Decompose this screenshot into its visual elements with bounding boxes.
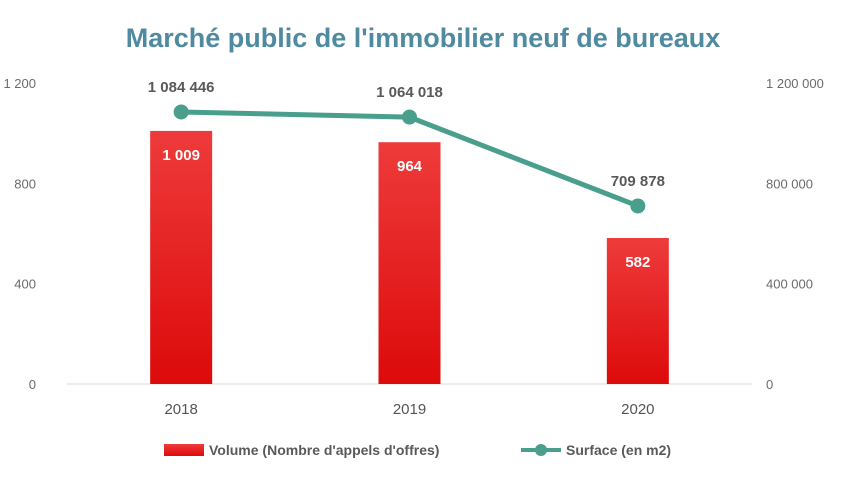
y-right-tick-label: 400 000: [766, 277, 813, 292]
surface-line: 1 084 446 1 064 018 709 878: [148, 79, 665, 214]
legend-volume-label: Volume (Nombre d'appels d'offres): [209, 442, 439, 458]
chart-title: Marché public de l'immobilier neuf de bu…: [126, 23, 721, 53]
y-left-tick-label: 800: [14, 176, 36, 191]
y-right-tick-label: 0: [766, 377, 773, 392]
y-left-tick-label: 0: [29, 377, 36, 392]
volume-bar: [378, 142, 441, 384]
legend-volume-swatch: [164, 444, 204, 456]
surface-point-label: 709 878: [611, 173, 665, 190]
volume-bar-label: 964: [397, 158, 423, 175]
surface-point: [173, 104, 189, 120]
surface-point-label: 1 064 018: [376, 84, 443, 101]
legend-surface-label: Surface (en m2): [566, 442, 671, 458]
y-left-tick-label: 400: [14, 277, 36, 292]
surface-point-label: 1 084 446: [148, 79, 215, 96]
surface-point: [402, 109, 417, 125]
x-tick-label: 2018: [164, 401, 197, 418]
volume-bar-label: 582: [625, 254, 650, 271]
legend: Volume (Nombre d'appels d'offres) Surface…: [164, 442, 671, 458]
y-right-tick-label: 1 200 000: [766, 76, 824, 91]
x-tick-label: 2020: [621, 401, 654, 418]
volume-bar: [150, 130, 213, 384]
volume-bar: [606, 238, 669, 384]
legend-surface-marker: [535, 444, 547, 456]
axes: 0 400 800 1 200 0 400 000 800 000 1 200 000 2018…: [3, 76, 823, 418]
surface-point: [630, 198, 646, 214]
bars: 1 009 964 582: [150, 130, 669, 384]
y-right-tick-label: 800 000: [766, 176, 813, 191]
volume-bar-label: 1 009: [162, 147, 200, 164]
y-left-tick-label: 1 200: [3, 76, 36, 91]
x-tick-label: 2019: [393, 401, 426, 418]
